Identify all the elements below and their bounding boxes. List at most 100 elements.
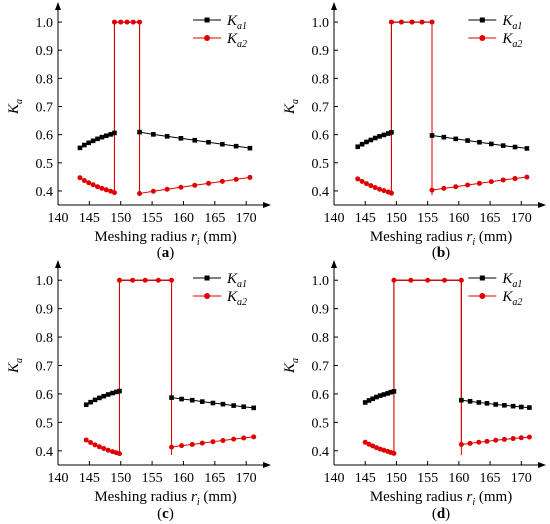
- data-point-ka2: [398, 19, 404, 25]
- y-tick-label: 1.0: [312, 16, 330, 31]
- panel-label: (d): [432, 506, 450, 522]
- data-point-ka2: [381, 188, 387, 194]
- x-tick-label: 165: [480, 471, 501, 486]
- data-point-ka2: [90, 182, 96, 188]
- y-axis-label-main: K: [282, 103, 298, 115]
- y-axis-label-main: K: [6, 103, 22, 115]
- data-point-ka1: [101, 393, 107, 399]
- data-point-ka1: [206, 139, 211, 145]
- y-tick-label: 0.5: [36, 157, 54, 172]
- data-point-ka1: [192, 137, 198, 143]
- x-axis-arrow: [538, 462, 546, 468]
- x-tick-label: 155: [142, 471, 163, 486]
- panel-label: (a): [157, 245, 175, 261]
- data-point-ka1: [510, 403, 516, 409]
- y-tick-label: 0.8: [36, 331, 54, 346]
- y-tick-label: 0.6: [36, 388, 54, 403]
- series-line-ka2: [364, 279, 530, 454]
- x-tick-label: 140: [48, 211, 69, 226]
- data-point-ka2: [526, 434, 532, 440]
- data-point-ka1: [251, 405, 257, 411]
- x-tick-label: 155: [417, 471, 438, 486]
- data-point-ka1: [374, 394, 379, 400]
- data-point-ka1: [220, 141, 225, 147]
- panel-a: 140 145 150 155 160 165 170 0.4 0.5 0.6 0.7 0.8 0.9 1…: [6, 2, 271, 261]
- x-tick-label: 160: [448, 471, 469, 486]
- panel-label-open: (: [157, 506, 162, 522]
- data-point-ka2: [210, 439, 216, 445]
- x-tick-label: 170: [511, 211, 532, 226]
- data-point-ka2: [458, 277, 464, 283]
- x-axis-label-unit: (mm): [200, 489, 237, 505]
- data-point-ka2: [419, 19, 425, 25]
- x-axis-label-text: Meshing radius: [94, 489, 191, 505]
- x-axis-label-unit: (mm): [200, 229, 237, 245]
- legend-label-ka2: Ka2: [226, 31, 247, 50]
- legend-marker-ka1: [204, 275, 210, 281]
- data-point-ka2: [220, 438, 226, 444]
- data-point-ka2: [493, 437, 499, 443]
- legend-label-main: K: [226, 271, 238, 287]
- y-tick-label: 0.4: [312, 185, 330, 200]
- y-tick-label: 0.7: [312, 101, 330, 116]
- data-point-ka2: [247, 174, 253, 180]
- x-tick-label: 145: [79, 211, 100, 226]
- data-point-ka1: [493, 402, 498, 407]
- data-point-ka1: [476, 400, 482, 405]
- data-point-ka1: [388, 389, 394, 395]
- x-tick-label: 150: [110, 211, 131, 226]
- data-point-ka1: [518, 404, 524, 410]
- y-axis-label: Ka: [6, 99, 25, 115]
- data-point-ka1: [112, 130, 117, 136]
- data-point-ka2: [518, 435, 524, 441]
- x-tick-label: 140: [324, 471, 345, 486]
- legend-label-main: K: [501, 13, 513, 29]
- data-point-ka1: [241, 404, 246, 410]
- data-point-ka2: [231, 436, 237, 442]
- data-point-ka1: [366, 398, 372, 403]
- data-point-ka1: [467, 399, 473, 404]
- panel-label-open: (: [157, 245, 162, 261]
- legend-label-sub: a2: [237, 39, 247, 50]
- data-point-ka1: [247, 145, 253, 151]
- data-point-ka2: [77, 175, 83, 181]
- data-point-ka1: [83, 402, 89, 408]
- data-point-ka2: [86, 180, 92, 186]
- data-point-ka1: [110, 390, 115, 396]
- legend-label-main: K: [501, 271, 513, 287]
- y-tick-label: 0.9: [312, 303, 330, 318]
- data-point-ka2: [142, 277, 148, 283]
- legend-label-sub: a2: [512, 39, 522, 50]
- data-point-ka1: [117, 388, 122, 394]
- panel-d: 140 145 150 155 160 165 170 0.4 0.5 0.6 0.7 0.8 0.9 1…: [282, 260, 546, 522]
- x-axis-label-var: r: [466, 489, 472, 505]
- data-point-ka2: [99, 185, 105, 191]
- panel-label: (c): [157, 506, 174, 522]
- data-point-ka1: [179, 396, 184, 402]
- x-axis-label-sub: i: [472, 237, 475, 248]
- data-point-ka1: [484, 401, 490, 406]
- data-point-ka2: [130, 19, 136, 25]
- legend-marker-ka2: [479, 35, 486, 41]
- data-point-ka1: [429, 133, 435, 138]
- series-line-ka2: [357, 21, 527, 194]
- y-tick-label: 0.7: [36, 101, 54, 116]
- legend-label-ka2: Ka2: [226, 289, 247, 308]
- data-point-ka2: [233, 176, 239, 182]
- data-point-ka2: [388, 19, 394, 25]
- y-axis-arrow: [55, 2, 61, 10]
- data-point-ka1: [90, 138, 96, 144]
- data-point-ka1: [512, 144, 518, 150]
- y-axis-arrow: [331, 260, 337, 268]
- data-point-ka1: [502, 403, 507, 408]
- y-axis-arrow: [331, 2, 337, 10]
- x-axis-label-sub: i: [197, 497, 200, 508]
- y-tick-label: 0.4: [36, 185, 54, 200]
- data-point-ka1: [82, 142, 87, 148]
- data-point-ka2: [476, 439, 482, 445]
- panel-label-close: ): [445, 506, 450, 522]
- y-axis-label-main: K: [282, 362, 298, 374]
- data-point-ka2: [368, 183, 374, 189]
- data-point-ka2: [130, 277, 136, 283]
